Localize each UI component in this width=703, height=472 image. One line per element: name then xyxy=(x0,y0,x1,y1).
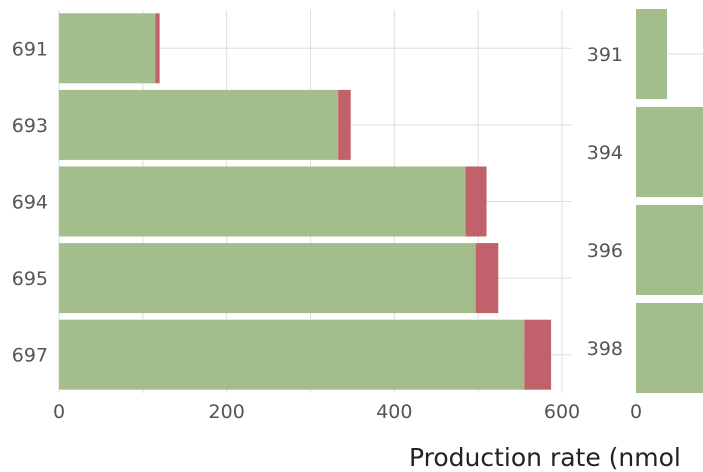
bar-694-segment-2 xyxy=(465,166,487,237)
left-panel: 691 693 694 695 697 0 200 400 600 xyxy=(12,10,580,423)
y-tick-label: 694 xyxy=(12,192,48,214)
bar-697-segment-2 xyxy=(524,319,552,390)
y-tick-label: 396 xyxy=(587,240,623,262)
bar-694-segment-1 xyxy=(59,166,466,237)
bar-693-segment-2 xyxy=(338,89,351,160)
bar-691-segment-1 xyxy=(59,13,156,84)
x-tick-label: 600 xyxy=(544,401,580,423)
bar-695-segment-1 xyxy=(59,243,476,314)
y-tick-label: 691 xyxy=(12,38,48,60)
x-tick-label: 200 xyxy=(209,401,245,423)
x-axis-title: Production rate (nmol xyxy=(409,443,681,472)
x-tick-label: 0 xyxy=(53,401,65,423)
y-tick-label: 398 xyxy=(587,338,623,360)
bar-396-segment-1 xyxy=(636,205,703,295)
x-tick-label: 0 xyxy=(630,401,642,423)
bar-391-segment-1 xyxy=(636,9,667,99)
bar-695-segment-2 xyxy=(475,243,499,314)
y-tick-label: 394 xyxy=(587,142,623,164)
x-tick-label: 400 xyxy=(376,401,412,423)
bar-398-segment-1 xyxy=(636,303,703,393)
y-tick-label: 391 xyxy=(587,44,623,66)
bar-693-segment-1 xyxy=(59,89,339,160)
y-tick-label: 697 xyxy=(12,345,48,367)
bar-697-segment-1 xyxy=(59,319,525,390)
bar-691-segment-2 xyxy=(155,13,160,84)
y-tick-label: 693 xyxy=(12,115,48,137)
right-panel: 391 394 396 398 0 xyxy=(587,9,703,423)
y-tick-label: 695 xyxy=(12,268,48,290)
bar-394-segment-1 xyxy=(636,107,703,197)
